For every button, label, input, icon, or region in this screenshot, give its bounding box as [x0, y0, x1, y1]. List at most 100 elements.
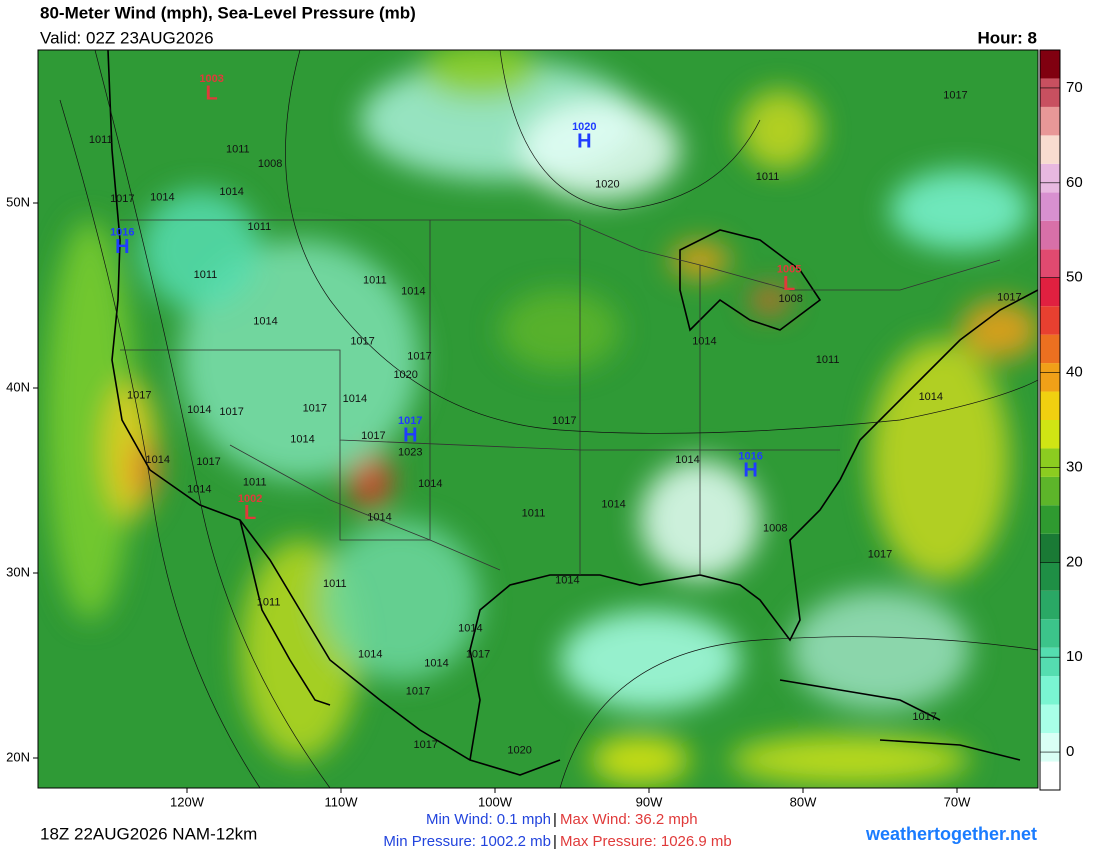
center-letter: L	[206, 82, 218, 104]
colorbar-swatch	[1040, 50, 1060, 79]
colorbar-label: 40	[1066, 364, 1083, 381]
wind-shade	[790, 590, 970, 710]
colorbar-swatch	[1040, 163, 1060, 193]
isobar-label: 1014	[367, 511, 391, 523]
colorbar-swatch	[1040, 391, 1060, 420]
colorbar-swatch	[1040, 619, 1060, 648]
colorbar-label: 0	[1066, 743, 1074, 760]
colorbar: 0 10 20 30 40 50 60 70	[1039, 49, 1083, 791]
colorbar-label: 60	[1066, 174, 1083, 191]
isobar-label: 1017	[912, 711, 936, 723]
isobar-label: 1014	[458, 622, 482, 634]
lat-label: 20N	[6, 749, 30, 764]
isobar-label: 1014	[692, 336, 716, 348]
lon-label: 70W	[944, 794, 971, 809]
colorbar-swatch	[1040, 590, 1060, 620]
center-letter: H	[577, 130, 591, 152]
model-run: 18Z 22AUG2026 NAM-12km	[40, 824, 257, 843]
wind-shade	[320, 520, 480, 680]
isobar-label: 1014	[290, 434, 314, 446]
isobar-label: 1014	[601, 498, 625, 510]
wind-shade	[740, 90, 820, 170]
wind-shade	[960, 300, 1038, 360]
separator: |	[553, 833, 557, 850]
isobar-label: 1014	[555, 574, 579, 586]
isobar-label: 1008	[258, 158, 282, 170]
min-pressure: Min Pressure: 1002.2 mb	[383, 833, 551, 850]
wind-shade	[730, 735, 970, 785]
isobar-label: 1017	[466, 648, 490, 660]
colorbar-label: 10	[1066, 648, 1083, 665]
isobar-label: 1017	[350, 336, 374, 348]
wind-shade	[180, 240, 420, 480]
colorbar-swatch	[1040, 78, 1060, 107]
isobar-label: 1014	[187, 484, 211, 496]
colorbar-swatch	[1040, 334, 1060, 364]
pressure-labels: 1011 1011 1008 1014 1014 1017 1011 1011 1011 1014…	[89, 73, 1022, 757]
isobar-label: 1014	[401, 286, 425, 298]
isobar-label: 1011	[226, 143, 250, 155]
isobar-label: 1011	[89, 134, 113, 146]
isobar-label: 1011	[756, 171, 780, 183]
title: 80-Meter Wind (mph), Sea-Level Pressure …	[40, 3, 416, 22]
isobar-label: 1017	[407, 350, 431, 362]
isobar-label: 1014	[145, 454, 169, 466]
colorbar-swatch	[1040, 249, 1060, 278]
center-pressure: 1016	[738, 450, 762, 462]
wind-shade	[890, 170, 1030, 250]
isobar-label: 1017	[413, 739, 437, 751]
isobar-label: 1014	[343, 393, 367, 405]
min-wind: Min Wind: 0.1 mph	[426, 811, 551, 828]
lon-label: 110W	[325, 794, 359, 809]
wind-shade	[750, 286, 790, 314]
center-pressure: 1005	[777, 263, 801, 275]
isobar-label: 1011	[243, 476, 267, 488]
center-pressure: 1020	[572, 121, 596, 133]
isobar-label: 1011	[363, 275, 387, 287]
isobar-label: 1014	[253, 315, 277, 327]
center-letter: L	[783, 273, 795, 295]
wind-shade	[348, 450, 392, 510]
wind-shade	[590, 735, 690, 785]
isobars	[59, 50, 1038, 788]
colorbar-label: 30	[1066, 458, 1083, 475]
lat-label: 50N	[6, 194, 30, 209]
isobar-label: 1017	[127, 389, 151, 401]
isobar-label: 1017	[110, 193, 134, 205]
isobar-label: 1014	[150, 191, 174, 203]
isobar-label: 1011	[257, 597, 281, 609]
colorbar-swatch	[1040, 533, 1060, 563]
isobar-label: 1020	[507, 745, 531, 757]
colorbar-swatch	[1040, 106, 1060, 136]
forecast-hour: Hour: 8	[978, 28, 1038, 47]
wind-shade	[420, 50, 540, 100]
valid-time: Valid: 02Z 23AUG2026	[40, 28, 214, 47]
political-borders	[120, 219, 1001, 575]
lon-label: 120W	[170, 794, 205, 809]
colorbar-swatch	[1040, 363, 1060, 392]
isobar-label: 1014	[675, 454, 699, 466]
max-pressure: Max Pressure: 1026.9 mb	[560, 833, 732, 850]
isobar-label: 1017	[997, 291, 1021, 303]
colorbar-swatch	[1040, 476, 1060, 506]
isobar-label: 1011	[323, 578, 347, 590]
map-area: 1011 1011 1008 1014 1014 1017 1011 1011 1011 1014…	[38, 50, 1038, 788]
isobar-label: 1011	[816, 354, 840, 366]
center-pressure: 1003	[199, 73, 223, 85]
isobar-label: 1017	[868, 548, 892, 560]
colorbar-swatch	[1040, 135, 1060, 164]
lat-label: 30N	[6, 564, 30, 579]
wind-shade	[131, 440, 159, 500]
isobar-label: 1014	[418, 478, 442, 490]
isobar-label: 1020	[595, 178, 619, 190]
center-letter: H	[115, 236, 129, 258]
isobar-label: 1014	[424, 658, 448, 670]
lon-label: 100W	[478, 794, 513, 809]
lon-label: 90W	[636, 794, 663, 809]
isobar-label: 1020	[393, 369, 417, 381]
isobar-label: 1023	[398, 447, 422, 459]
colorbar-swatch	[1040, 562, 1060, 591]
isobar-label: 1017	[361, 430, 385, 442]
